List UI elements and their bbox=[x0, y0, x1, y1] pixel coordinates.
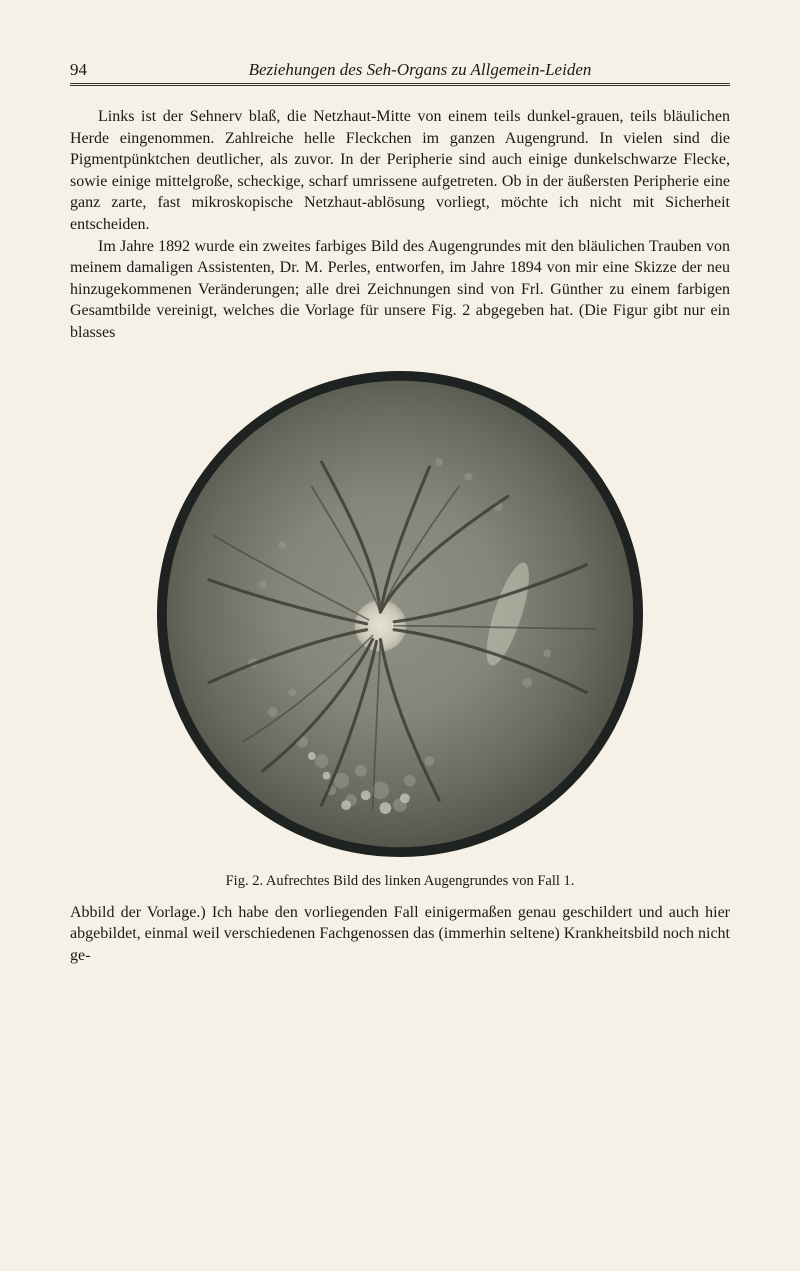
figure-caption: Fig. 2. Aufrechtes Bild des linken Augen… bbox=[226, 873, 575, 890]
paragraph-1: Links ist der Sehnerv blaß, die Netzhaut… bbox=[70, 106, 730, 236]
body-block-2: Abbild der Vorlage.) Ich habe den vorlie… bbox=[70, 902, 730, 967]
page: 94 Beziehungen des Seh-Organs zu Allgeme… bbox=[0, 0, 800, 1006]
paragraph-2: Im Jahre 1892 wurde ein zweites farbiges… bbox=[70, 236, 730, 344]
header-rule bbox=[70, 85, 730, 86]
fundus-image bbox=[155, 369, 645, 859]
figure-2: Fig. 2. Aufrechtes Bild des linken Augen… bbox=[70, 369, 730, 890]
page-header: 94 Beziehungen des Seh-Organs zu Allgeme… bbox=[70, 60, 730, 84]
body-block-1: Links ist der Sehnerv blaß, die Netzhaut… bbox=[70, 106, 730, 344]
page-number: 94 bbox=[70, 60, 110, 80]
paragraph-3: Abbild der Vorlage.) Ich habe den vorlie… bbox=[70, 902, 730, 967]
running-head: Beziehungen des Seh-Organs zu Allgemein-… bbox=[110, 60, 730, 80]
